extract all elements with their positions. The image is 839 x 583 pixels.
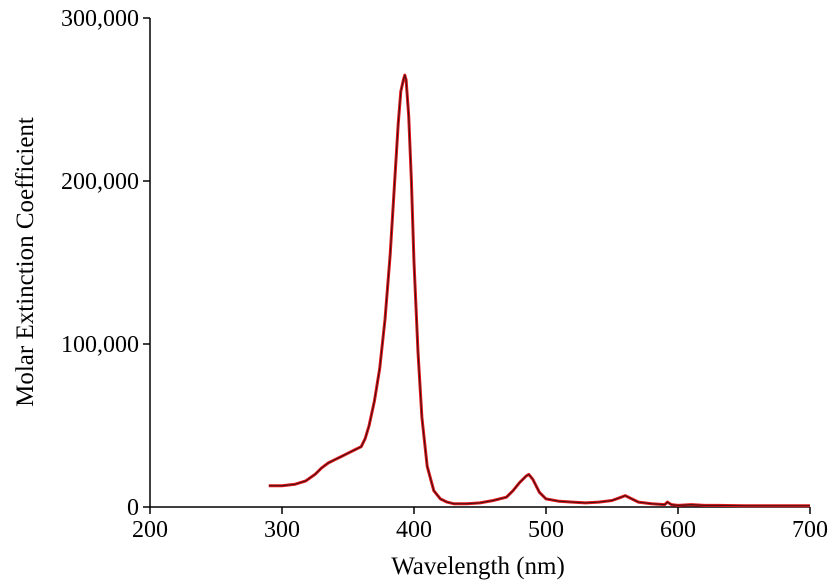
x-tick-label: 700	[792, 517, 828, 543]
x-tick-label: 600	[660, 517, 696, 543]
x-tick-label: 300	[264, 517, 300, 543]
y-tick-label: 100,000	[61, 332, 139, 358]
y-tick-label: 200,000	[61, 169, 139, 195]
y-tick-label: 300,000	[61, 6, 139, 32]
x-axis-title: Wavelength (nm)	[391, 553, 565, 580]
plot-area: 0 100,000 200,000 300,000 200 300 400 500 600 70…	[61, 6, 828, 543]
series-layer	[268, 73, 810, 508]
spectrum-line	[268, 73, 810, 508]
x-axis-ticks: 200 300 400 500 600 700	[132, 507, 828, 543]
spectrum-line-core	[268, 74, 810, 507]
y-tick-label: 0	[127, 495, 139, 521]
x-tick-label: 400	[396, 517, 432, 543]
y-axis-title: Molar Extinction Coefficient	[12, 117, 39, 407]
y-axis-ticks: 0 100,000 200,000 300,000	[61, 6, 150, 521]
x-tick-label: 500	[528, 517, 564, 543]
x-tick-label: 200	[132, 517, 168, 543]
